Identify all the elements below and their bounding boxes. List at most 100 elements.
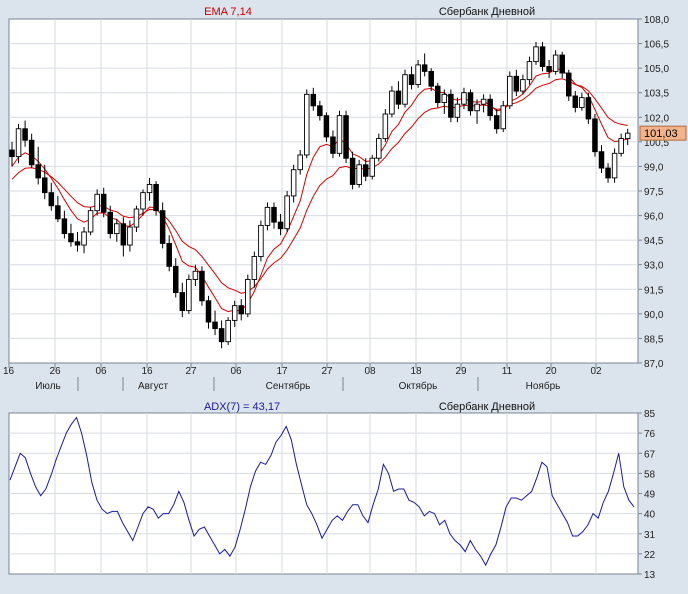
candle: [94, 189, 100, 216]
x-day-label: 26: [49, 366, 61, 377]
candle: [624, 128, 631, 146]
candle-body: [415, 64, 421, 85]
candle-body: [61, 218, 68, 235]
candle: [376, 133, 382, 162]
ema-slow-line: [11, 78, 628, 294]
candle: [317, 100, 323, 121]
candle-body: [264, 206, 271, 226]
candle-body: [402, 74, 408, 105]
candle-body: [467, 92, 474, 112]
candle: [441, 89, 448, 115]
candle: [454, 97, 461, 123]
candle-body: [579, 97, 585, 108]
x-day-label: 27: [185, 366, 197, 377]
candle: [408, 66, 415, 90]
last-price-label: 101,03: [644, 128, 678, 140]
candle: [172, 258, 179, 298]
candle: [140, 189, 146, 216]
candle-body: [166, 242, 172, 267]
candle: [245, 274, 251, 318]
candle-body: [421, 64, 428, 72]
x-day-label: 11: [502, 366, 513, 377]
candle: [48, 182, 55, 211]
candle-body: [618, 138, 624, 154]
candle: [448, 89, 454, 123]
candle: [611, 148, 618, 183]
candle-body: [448, 93, 454, 118]
candle: [330, 130, 336, 159]
candle-body: [493, 115, 500, 130]
x-day-label: 16: [3, 366, 15, 377]
price-y-tick-label: 97,5: [644, 187, 664, 198]
candle-body: [192, 270, 199, 280]
candle: [81, 227, 87, 254]
candle: [74, 231, 81, 252]
adx-y-tick-label: 40: [644, 510, 656, 521]
price-y-tick-label: 94,5: [644, 236, 664, 247]
candle: [212, 310, 218, 336]
x-month-label: Октябрь: [399, 380, 438, 392]
candle-body: [382, 113, 389, 140]
candle-body: [349, 157, 356, 185]
candle-body: [526, 61, 533, 81]
candle-body: [133, 208, 140, 228]
candle: [533, 41, 539, 65]
candle-body: [304, 93, 310, 156]
candle: [605, 163, 611, 183]
price-y-tick-label: 87,0: [644, 359, 664, 370]
candle-body: [277, 221, 284, 230]
candle-body: [559, 54, 565, 74]
price-y-tick-label: 99,0: [644, 162, 664, 173]
candle: [166, 235, 172, 272]
candle: [251, 251, 258, 288]
candle: [100, 187, 107, 218]
candle: [336, 110, 343, 157]
candle-body: [310, 93, 317, 107]
candle: [304, 89, 310, 159]
adx-y-tick-label: 13: [644, 570, 656, 581]
candle-body: [356, 164, 362, 185]
candle: [258, 220, 264, 262]
candle-body: [441, 93, 448, 103]
candle-body: [172, 265, 179, 294]
adx-y-tick-label: 58: [644, 469, 656, 480]
price-y-tick-label: 108,0: [644, 15, 669, 26]
candle-body: [140, 192, 146, 210]
candle: [15, 123, 22, 164]
candle: [559, 51, 565, 78]
candle-body: [22, 128, 28, 141]
candle-body: [487, 98, 493, 117]
adx-y-tick-label: 31: [644, 530, 656, 541]
candle: [382, 109, 389, 142]
candle: [264, 202, 271, 231]
price-y-tick-label: 88,5: [644, 334, 664, 345]
candle: [566, 69, 572, 101]
candle: [179, 282, 186, 318]
candle-body: [533, 46, 539, 63]
candle: [192, 264, 199, 287]
x-day-label: 08: [364, 366, 376, 377]
candle: [493, 109, 500, 134]
candle-body: [297, 154, 303, 171]
x-day-label: 16: [141, 366, 153, 377]
candle: [153, 181, 159, 216]
candle: [61, 210, 68, 239]
candle-body: [585, 97, 592, 120]
price-indicator-label: EMA 7,14: [204, 6, 252, 18]
price-instrument-label: Сбербанк Дневной: [439, 6, 535, 18]
candle-body: [598, 151, 605, 169]
candle-body: [258, 224, 264, 257]
candle: [487, 94, 493, 121]
candle: [55, 195, 61, 223]
price-y-tick-label: 103,5: [644, 89, 669, 100]
candle-body: [212, 321, 218, 330]
x-month-label: Август: [138, 381, 169, 392]
candle-body: [74, 241, 81, 246]
candle-body: [127, 226, 133, 246]
candle: [500, 100, 507, 133]
candle-body: [81, 231, 87, 246]
candle: [225, 317, 231, 345]
candle: [22, 120, 28, 147]
candle-body: [435, 85, 441, 103]
